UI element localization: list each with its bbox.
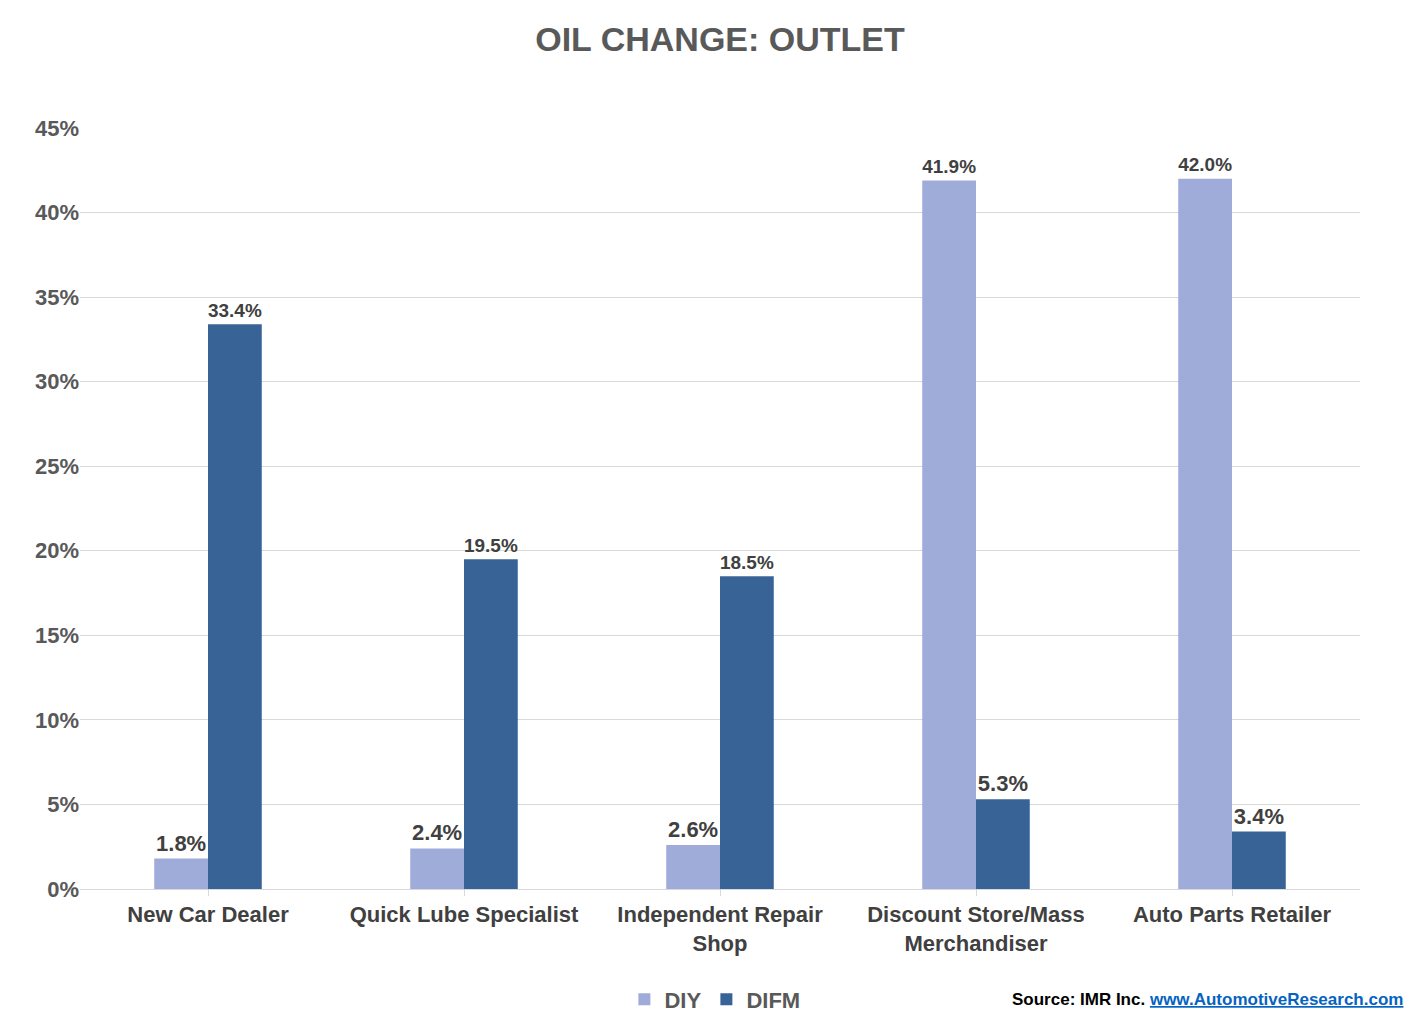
- svg-text:Discount Store/MassMerchandise: Discount Store/MassMerchandiser: [867, 902, 1085, 956]
- svg-text:5%: 5%: [47, 792, 79, 817]
- svg-text:OIL CHANGE: OUTLET: OIL CHANGE: OUTLET: [535, 20, 905, 58]
- svg-text:3.4%: 3.4%: [1234, 804, 1284, 829]
- svg-text:2.4%: 2.4%: [412, 820, 462, 845]
- svg-text:DIY: DIY: [664, 988, 701, 1013]
- svg-text:5.3%: 5.3%: [978, 771, 1028, 796]
- svg-text:1.8%: 1.8%: [156, 831, 206, 856]
- svg-text:15%: 15%: [35, 623, 79, 648]
- svg-text:DIFM: DIFM: [746, 988, 800, 1013]
- svg-text:25%: 25%: [35, 454, 79, 479]
- svg-text:45%: 45%: [35, 116, 79, 141]
- svg-text:Auto Parts Retailer: Auto Parts Retailer: [1133, 902, 1331, 927]
- svg-text:19.5%: 19.5%: [464, 535, 518, 556]
- svg-text:30%: 30%: [35, 369, 79, 394]
- svg-text:35%: 35%: [35, 285, 79, 310]
- svg-text:42.0%: 42.0%: [1178, 154, 1232, 175]
- svg-text:41.9%: 41.9%: [922, 156, 976, 177]
- svg-text:New Car Dealer: New Car Dealer: [127, 902, 289, 927]
- svg-text:33.4%: 33.4%: [208, 300, 262, 321]
- svg-text:0%: 0%: [47, 877, 79, 902]
- svg-text:Source: IMR Inc. www.Automotiv: Source: IMR Inc. www.AutomotiveResearch.…: [1012, 990, 1403, 1009]
- svg-text:Quick Lube Specialist: Quick Lube Specialist: [350, 902, 579, 927]
- svg-text:10%: 10%: [35, 708, 79, 733]
- svg-text:40%: 40%: [35, 200, 79, 225]
- svg-text:Independent RepairShop: Independent RepairShop: [617, 902, 823, 956]
- svg-text:20%: 20%: [35, 538, 79, 563]
- svg-text:18.5%: 18.5%: [720, 552, 774, 573]
- svg-text:2.6%: 2.6%: [668, 817, 718, 842]
